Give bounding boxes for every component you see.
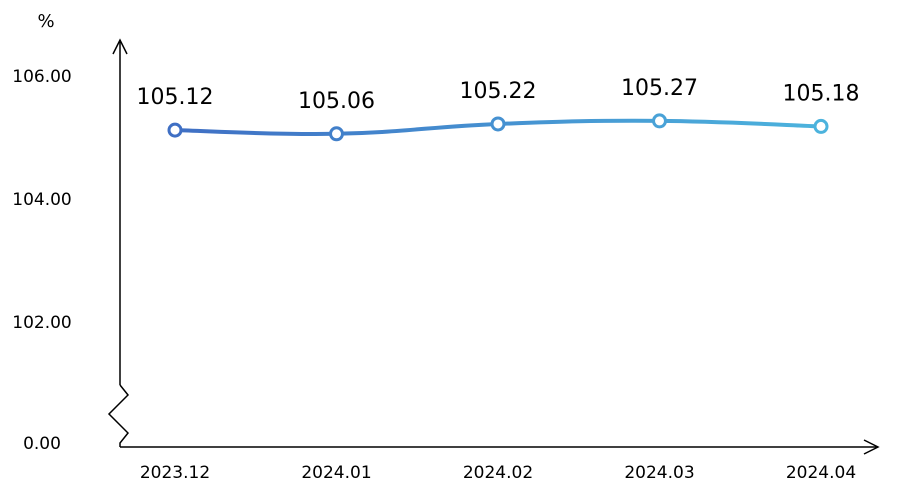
x-tick-label: 2024.04 xyxy=(786,463,856,483)
data-point-marker xyxy=(490,116,506,132)
x-tick-label: 2024.02 xyxy=(463,463,533,483)
x-tick-label: 2024.01 xyxy=(301,463,371,483)
y-tick-label: 104.00 xyxy=(12,190,71,210)
y-tick-labels: 106.00 104.00 102.00 0.00 xyxy=(12,67,71,454)
x-tick-label: 2023.12 xyxy=(140,463,210,483)
data-point-marker xyxy=(652,113,667,129)
series-layer: 105.12 105.06 105.22 105.27 105.18 xyxy=(137,76,860,142)
data-label: 105.12 xyxy=(137,85,214,110)
x-axis xyxy=(120,439,880,455)
y-axis-break xyxy=(107,384,130,447)
y-tick-label: 106.00 xyxy=(12,67,71,87)
data-label: 105.27 xyxy=(621,76,698,101)
y-axis-arrow xyxy=(112,38,128,55)
data-point-marker xyxy=(813,118,829,134)
data-point-marker xyxy=(329,126,344,142)
x-axis-arrow xyxy=(863,439,880,455)
y-axis xyxy=(107,38,130,447)
y-axis-unit-label: % xyxy=(37,11,54,32)
y-tick-label: 0.00 xyxy=(23,434,61,454)
data-label: 105.06 xyxy=(298,89,375,114)
x-tick-label: 2024.03 xyxy=(624,463,694,483)
data-label: 105.22 xyxy=(460,79,537,104)
y-tick-label: 102.00 xyxy=(12,313,71,333)
x-tick-labels: 2023.12 2024.01 2024.02 2024.03 2024.04 xyxy=(140,463,856,483)
data-point-marker xyxy=(167,122,183,138)
data-label: 105.18 xyxy=(783,81,860,106)
